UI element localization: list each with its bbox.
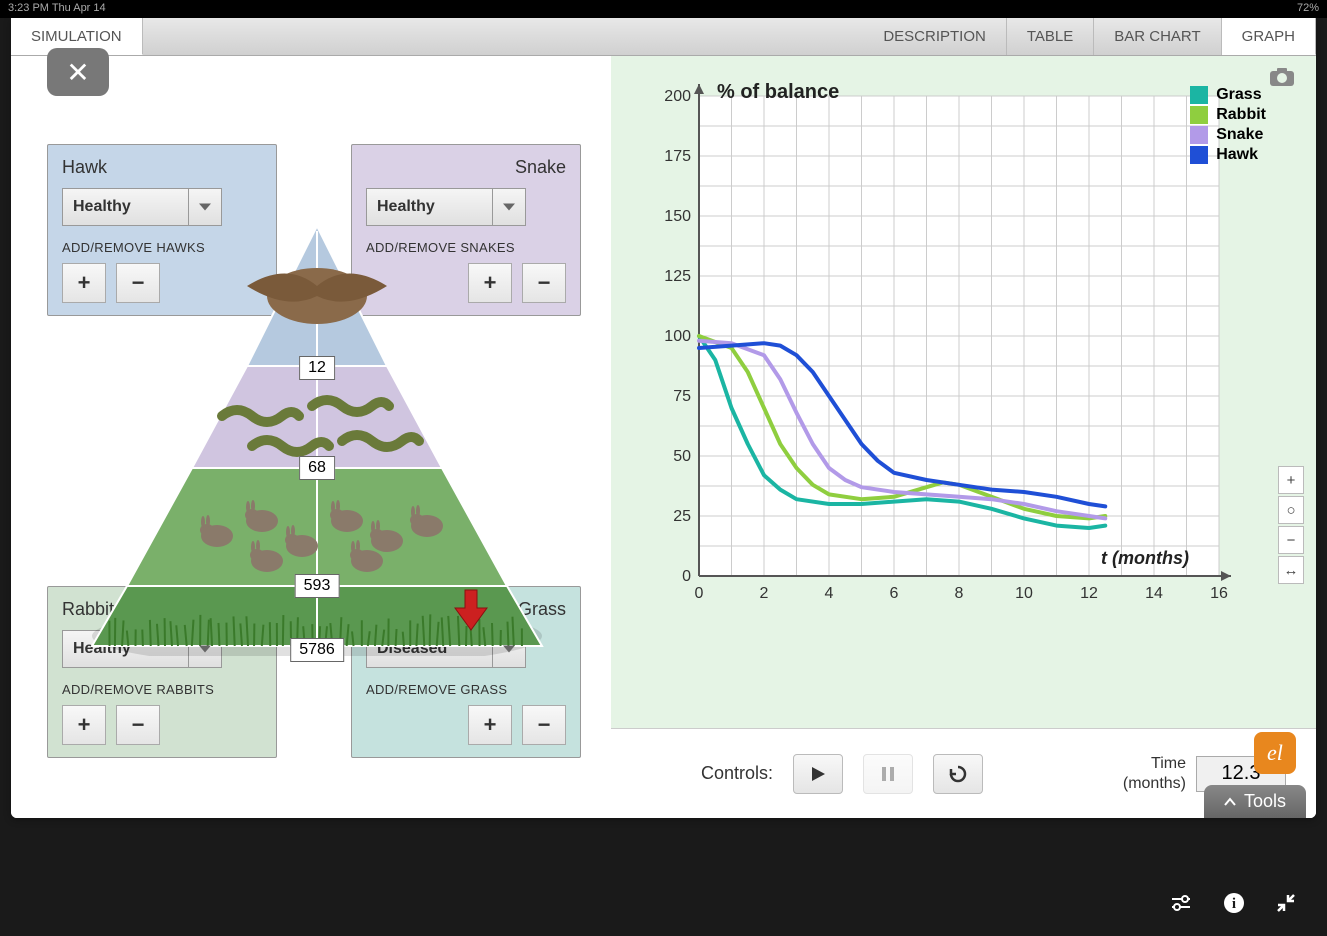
play-icon [810,766,826,782]
tabs-row: SIMULATION DESCRIPTION TABLE BAR CHART G… [11,18,1316,56]
chevron-down-icon [199,204,211,211]
controls-label: Controls: [701,763,773,784]
pause-button[interactable] [863,754,913,794]
svg-text:16: 16 [1210,585,1228,602]
plus-icon: + [78,712,91,738]
svg-text:200: 200 [664,88,691,105]
tools-toggle[interactable]: Tools [1204,785,1306,818]
tab-description[interactable]: DESCRIPTION [863,18,1007,55]
svg-text:150: 150 [664,208,691,225]
app-window: SIMULATION DESCRIPTION TABLE BAR CHART G… [11,18,1316,818]
reset-button[interactable] [933,754,983,794]
explorelearning-badge: el [1254,732,1296,774]
simulation-panel: Hawk Healthy ADD/REMOVE HAWKS + − Snake … [11,56,611,818]
rabbit-add-button[interactable]: + [62,705,106,745]
zoom-reset-button[interactable]: ○ [1278,496,1304,524]
rabbit-count: 593 [295,574,340,598]
chevron-up-icon [1224,797,1236,807]
pause-icon [881,766,895,782]
camera-icon [1268,66,1296,88]
rabbit-remove-button[interactable]: − [116,705,160,745]
line-chart: 0 2 4 6 8 10 12 14 16 0 25 50 75 100 125 150 175 200 % of … [639,76,1259,636]
plus-icon: + [484,712,497,738]
svg-text:i: i [1232,896,1236,912]
device-status-bar: 3:23 PM Thu Apr 14 72% [0,0,1327,18]
close-button[interactable]: ✕ [47,48,109,96]
svg-text:50: 50 [673,448,691,465]
minus-icon: − [538,712,551,738]
svg-text:% of balance: % of balance [717,81,839,103]
legend-item: Rabbit [1190,106,1266,124]
info-icon[interactable]: i [1223,892,1245,920]
rabbit-addremove-label: ADD/REMOVE RABBITS [62,682,262,697]
tab-barchart[interactable]: BAR CHART [1094,18,1221,55]
grass-remove-button[interactable]: − [522,705,566,745]
legend-item: Grass [1190,86,1266,104]
snake-title: Snake [366,157,566,178]
reset-icon [948,765,968,783]
screenshot-button[interactable] [1268,66,1296,93]
svg-text:0: 0 [695,585,704,602]
bottom-toolbar: i [0,876,1327,936]
svg-text:6: 6 [890,585,899,602]
status-left: 3:23 PM Thu Apr 14 [8,2,106,16]
controls-bar: Controls: Time (months) 12.3 el [611,728,1316,818]
play-button[interactable] [793,754,843,794]
svg-text:12: 12 [1080,585,1098,602]
svg-text:25: 25 [673,508,691,525]
chart-zoom-controls: + ○ − ↔ [1278,466,1304,584]
time-label: Time (months) [1123,754,1186,792]
hawk-title: Hawk [62,157,262,178]
legend-item: Hawk [1190,146,1266,164]
zoom-out-button[interactable]: − [1278,526,1304,554]
svg-text:8: 8 [955,585,964,602]
collapse-icon[interactable] [1275,892,1297,920]
grass-add-button[interactable]: + [468,705,512,745]
svg-text:10: 10 [1015,585,1033,602]
minus-icon: − [132,712,145,738]
zoom-in-button[interactable]: + [1278,466,1304,494]
svg-text:14: 14 [1145,585,1163,602]
svg-text:2: 2 [760,585,769,602]
svg-text:4: 4 [825,585,834,602]
snake-count: 68 [299,456,335,480]
grass-addremove-label: ADD/REMOVE GRASS [366,682,566,697]
tab-graph[interactable]: GRAPH [1222,18,1316,55]
graph-area: 0 2 4 6 8 10 12 14 16 0 25 50 75 100 125 150 175 200 % of … [611,56,1316,728]
svg-text:175: 175 [664,148,691,165]
grass-count: 5786 [290,638,344,662]
svg-text:75: 75 [673,388,691,405]
chevron-down-icon [503,204,515,211]
tab-table[interactable]: TABLE [1007,18,1094,55]
svg-text:0: 0 [682,568,691,585]
disease-arrow-icon [453,588,489,637]
right-panel: 0 2 4 6 8 10 12 14 16 0 25 50 75 100 125 150 175 200 % of … [611,56,1316,818]
svg-text:100: 100 [664,328,691,345]
svg-text:125: 125 [664,268,691,285]
zoom-fit-button[interactable]: ↔ [1278,556,1304,584]
svg-text:t (months): t (months) [1101,548,1189,568]
legend-item: Snake [1190,126,1266,144]
chart-legend: Grass Rabbit Snake Hawk [1190,86,1266,166]
chevron-down-icon [503,646,515,653]
close-icon: ✕ [66,56,89,89]
chevron-down-icon [199,646,211,653]
hawk-count: 12 [299,356,335,380]
status-right: 72% [1297,2,1319,16]
settings-icon[interactable] [1169,893,1193,919]
